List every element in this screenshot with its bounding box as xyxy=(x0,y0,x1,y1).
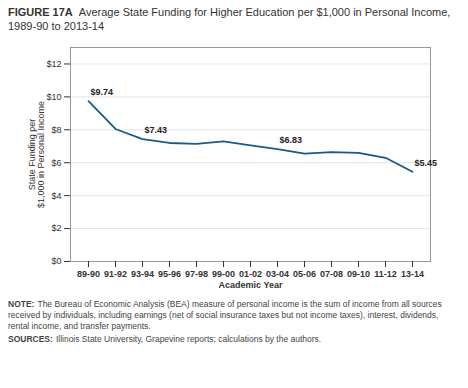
svg-text:09-10: 09-10 xyxy=(347,269,370,279)
svg-text:State Funding per$1,000 in Per: State Funding per$1,000 in Personal Inco… xyxy=(27,101,46,208)
svg-text:$0: $0 xyxy=(51,256,61,266)
html-text:SOURCES: Illinois State Univer: SOURCES: Illinois State University, Grap… xyxy=(8,334,322,344)
html-text:FIGURE 17A: FIGURE 17A xyxy=(8,6,73,18)
svg-text:93-94: 93-94 xyxy=(131,269,154,279)
svg-text:$8: $8 xyxy=(51,125,61,135)
svg-text:11-12: 11-12 xyxy=(374,269,397,279)
html-text:NOTE: The Bureau of Economic A: NOTE: The Bureau of Economic Analysis (B… xyxy=(8,299,442,331)
svg-text:Academic Year: Academic Year xyxy=(219,280,283,290)
svg-text:13-14: 13-14 xyxy=(401,269,424,279)
svg-text:01-02: 01-02 xyxy=(239,269,262,279)
svg-text:$6.83: $6.83 xyxy=(280,135,303,145)
svg-text:03-04: 03-04 xyxy=(266,269,289,279)
svg-text:07-08: 07-08 xyxy=(320,269,343,279)
html-text:Average State Funding for High: Average State Funding for Higher Educati… xyxy=(8,6,451,32)
svg-text:$6: $6 xyxy=(51,158,61,168)
svg-text:91-92: 91-92 xyxy=(104,269,127,279)
svg-text:$7.43: $7.43 xyxy=(145,125,168,135)
svg-text:95-96: 95-96 xyxy=(158,269,181,279)
svg-text:97-98: 97-98 xyxy=(185,269,208,279)
svg-text:$9.74: $9.74 xyxy=(91,87,114,97)
svg-text:$12: $12 xyxy=(46,59,61,69)
svg-text:05-06: 05-06 xyxy=(293,269,316,279)
svg-text:99-00: 99-00 xyxy=(212,269,235,279)
svg-text:$5.45: $5.45 xyxy=(415,158,438,168)
svg-text:$4: $4 xyxy=(51,191,61,201)
svg-text:89-90: 89-90 xyxy=(77,269,100,279)
svg-text:$2: $2 xyxy=(51,223,61,233)
svg-text:$10: $10 xyxy=(46,92,61,102)
